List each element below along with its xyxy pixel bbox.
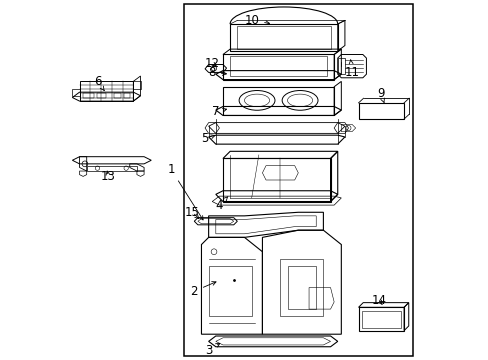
Text: 3: 3: [204, 343, 220, 357]
Text: 11: 11: [344, 60, 359, 79]
Bar: [237, 26, 330, 49]
Text: 10: 10: [244, 14, 269, 27]
Bar: [97, 93, 106, 98]
Bar: [183, 4, 412, 356]
Bar: [113, 93, 121, 98]
Text: 2: 2: [190, 282, 216, 298]
Bar: [124, 93, 129, 98]
Text: 15: 15: [184, 206, 200, 219]
Bar: [362, 311, 400, 328]
Text: 9: 9: [376, 87, 384, 103]
Bar: [83, 93, 94, 98]
Text: 12: 12: [204, 57, 219, 70]
Text: 1: 1: [167, 163, 203, 220]
Bar: [208, 266, 251, 316]
Bar: [230, 56, 326, 76]
Text: 14: 14: [371, 294, 386, 307]
Bar: [280, 259, 323, 316]
Text: 8: 8: [208, 66, 226, 79]
Bar: [287, 266, 316, 309]
Text: 7: 7: [212, 105, 226, 118]
Text: 6: 6: [94, 75, 104, 90]
Text: 5: 5: [201, 132, 215, 145]
Text: 13: 13: [101, 170, 116, 183]
Text: 4: 4: [215, 197, 227, 212]
